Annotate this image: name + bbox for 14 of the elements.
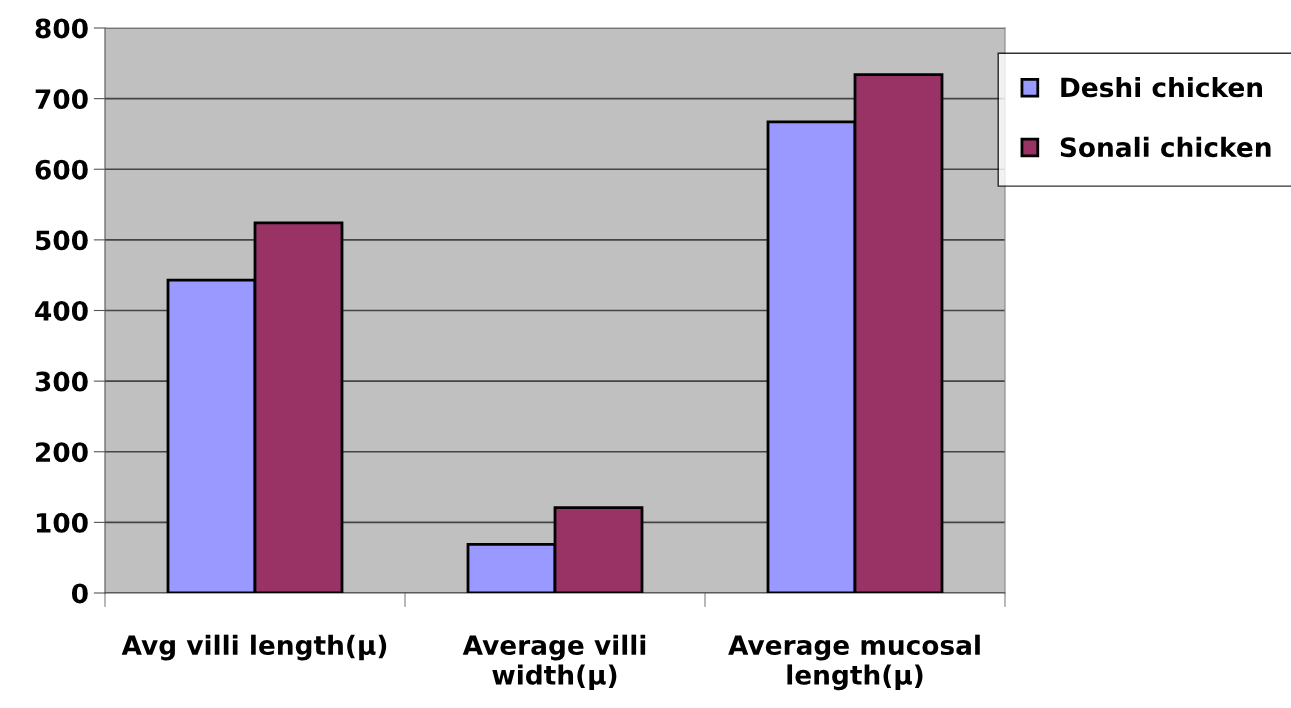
y-tick-label: 200 xyxy=(36,442,88,463)
legend-label: Sonali chicken xyxy=(1060,136,1271,158)
y-tick-label: 500 xyxy=(35,230,88,251)
x-tick-label: Average mucosal length(µ) xyxy=(728,634,980,691)
legend-label: Deshi chicken xyxy=(1061,76,1263,98)
y-tick-label: 0 xyxy=(71,583,88,604)
y-tick-label: 700 xyxy=(35,89,88,110)
y-tick-label: 400 xyxy=(35,300,88,321)
x-tick-label: Average villi width(µ) xyxy=(462,634,646,690)
y-tick-label: 300 xyxy=(35,371,88,392)
y-tick-label: 800 xyxy=(35,18,88,39)
y-tick-label: 100 xyxy=(36,512,88,533)
x-tick-label: Avg villi length(µ) xyxy=(121,634,387,661)
y-tick-label: 600 xyxy=(35,159,88,180)
